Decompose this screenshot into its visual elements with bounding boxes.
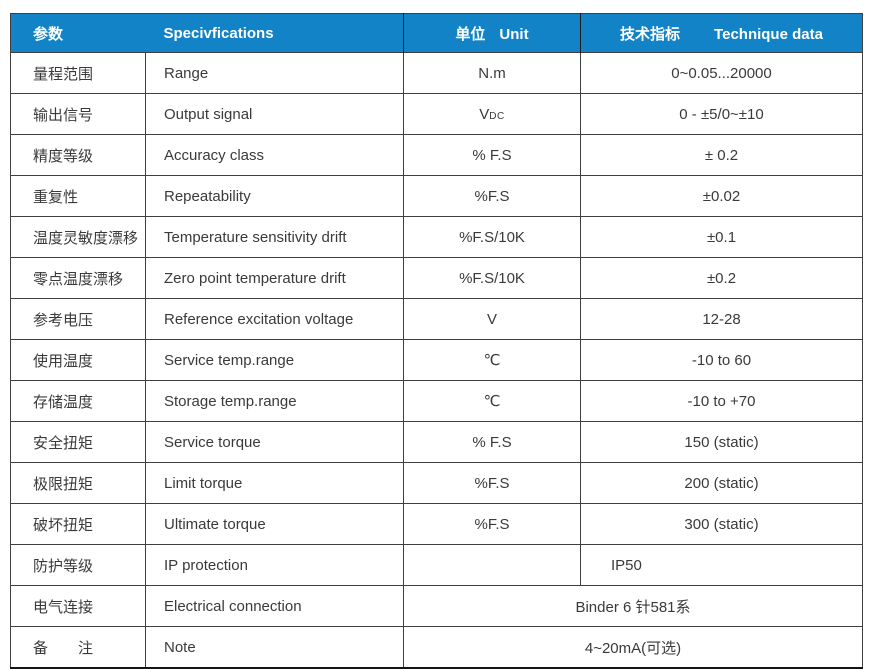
unit-cell: %F.S/10K bbox=[403, 216, 581, 258]
spec-table-body: 量程范围 Range N.m 0~0.05...20000 输出信号 Output sig… bbox=[10, 52, 863, 669]
header-col-1: Specivfications bbox=[145, 13, 404, 53]
unit-cell: V bbox=[403, 298, 581, 340]
table-row: 输出信号 Output signal VDC 0 - ±5/0~±10 bbox=[10, 93, 863, 135]
value-cell: 12-28 bbox=[580, 298, 863, 340]
spec-cell: IP protection bbox=[145, 544, 404, 586]
param-cell: 输出信号 bbox=[10, 93, 146, 135]
spec-cell: Accuracy class bbox=[145, 134, 404, 176]
header-label-en: Unit bbox=[499, 25, 529, 43]
value-cell: 0~0.05...20000 bbox=[580, 52, 863, 94]
spec-cell: Electrical connection bbox=[145, 585, 404, 627]
unit-cell: VDC bbox=[403, 93, 581, 135]
unit-cell: %F.S bbox=[403, 503, 581, 545]
table-row: 参考电压 Reference excitation voltage V 12-28 bbox=[10, 298, 863, 340]
spec-cell: Storage temp.range bbox=[145, 380, 404, 422]
value-cell: -10 to 60 bbox=[580, 339, 863, 381]
table-row: 精度等级 Accuracy class% F.S ± 0.2 bbox=[10, 134, 863, 176]
param-cell: 防护等级 bbox=[10, 544, 146, 586]
param-cell: 零点温度漂移 bbox=[10, 257, 146, 299]
unit-cell: %F.S/10K bbox=[403, 257, 581, 299]
param-cell: 量程范围 bbox=[10, 52, 146, 94]
value-cell: ±0.2 bbox=[580, 257, 863, 299]
spec-table: 参数 Specivfications 单位 Unit 技术指标 Technique dat… bbox=[10, 13, 863, 669]
unit-cell: % F.S bbox=[403, 421, 581, 463]
table-row: 存储温度 Storage temp.range ℃ -10 to +70 bbox=[10, 380, 863, 422]
header-label-zh: 参数 bbox=[33, 25, 64, 43]
unit-cell: ℃ bbox=[403, 380, 581, 422]
value-cell: ±0.1 bbox=[580, 216, 863, 258]
value-cell: 300 (static) bbox=[580, 503, 863, 545]
param-cell: 温度灵敏度漂移 bbox=[10, 216, 146, 258]
param-cell: 破坏扭矩 bbox=[10, 503, 146, 545]
spec-cell: Temperature sensitivity drift bbox=[145, 216, 404, 258]
unit-cell: ℃ bbox=[403, 339, 581, 381]
param-cell: 参考电压 bbox=[10, 298, 146, 340]
table-row: 温度灵敏度漂移 Temperature sensitivity drift %F.S… bbox=[10, 216, 863, 258]
spec-cell: Range bbox=[145, 52, 404, 94]
spec-cell: Repeatability bbox=[145, 175, 404, 217]
param-cell: 重复性 bbox=[10, 175, 146, 217]
table-row: 防护等级 IP protection IP50 bbox=[10, 544, 863, 586]
table-row: 重复性 Repeatability %F.S ±0.02 bbox=[10, 175, 863, 217]
spec-cell: Zero point temperature drift bbox=[145, 257, 404, 299]
spec-cell: Service temp.range bbox=[145, 339, 404, 381]
value-cell: ± 0.2 bbox=[580, 134, 863, 176]
spec-cell: Note bbox=[145, 626, 404, 669]
table-row: 破坏扭矩 Ultimate torque %F.S 300 (static) bbox=[10, 503, 863, 545]
unit-cell bbox=[403, 544, 581, 586]
spec-cell: Ultimate torque bbox=[145, 503, 404, 545]
table-row: 零点温度漂移 Zero point temperature drift %F.S/1… bbox=[10, 257, 863, 299]
merged-value-cell: 4~20mA(可选) bbox=[403, 626, 863, 669]
value-cell: 150 (static) bbox=[580, 421, 863, 463]
header-label-en: Specivfications bbox=[163, 24, 274, 42]
param-cell: 电气连接 bbox=[10, 585, 146, 627]
table-row: 电气连接 Electrical connection Binder 6 针581系 bbox=[10, 585, 863, 627]
header-col-3: 技术指标 Technique data bbox=[580, 13, 863, 53]
merged-value-cell: Binder 6 针581系 bbox=[403, 585, 863, 627]
header-label-zh: 单位 bbox=[455, 25, 486, 43]
param-cell: 精度等级 bbox=[10, 134, 146, 176]
param-cell: 安全扭矩 bbox=[10, 421, 146, 463]
table-row: 使用温度 Service temp.range ℃ -10 to 60 bbox=[10, 339, 863, 381]
table-row: 量程范围 Range N.m 0~0.05...20000 bbox=[10, 52, 863, 94]
spec-cell: Service torque bbox=[145, 421, 404, 463]
spec-cell: Reference excitation voltage bbox=[145, 298, 404, 340]
header-label-en: Technique data bbox=[714, 25, 823, 43]
value-cell: -10 to +70 bbox=[580, 380, 863, 422]
param-cell: 使用温度 bbox=[10, 339, 146, 381]
unit-cell: N.m bbox=[403, 52, 581, 94]
header-col-2: 单位 Unit bbox=[403, 13, 581, 53]
value-cell: 0 - ±5/0~±10 bbox=[580, 93, 863, 135]
table-row: 安全扭矩 Service torque% F.S 150 (static) bbox=[10, 421, 863, 463]
spec-table-header: 参数 Specivfications 单位 Unit 技术指标 Technique dat… bbox=[10, 13, 863, 53]
value-cell: ±0.02 bbox=[580, 175, 863, 217]
unit-cell: %F.S bbox=[403, 462, 581, 504]
table-row: 备 注 Note 4~20mA(可选) bbox=[10, 626, 863, 669]
header-col-0: 参数 bbox=[10, 13, 146, 53]
unit-cell: % F.S bbox=[403, 134, 581, 176]
param-cell: 备 注 bbox=[10, 626, 146, 669]
unit-subscript: DC bbox=[489, 110, 505, 122]
table-row: 极限扭矩 Limit torque %F.S 200 (static) bbox=[10, 462, 863, 504]
spec-cell: Output signal bbox=[145, 93, 404, 135]
value-cell: IP50 bbox=[580, 544, 863, 586]
header-label-zh: 技术指标 bbox=[620, 25, 681, 43]
header-row: 参数 Specivfications 单位 Unit 技术指标 Technique dat… bbox=[10, 13, 863, 53]
param-cell: 存储温度 bbox=[10, 380, 146, 422]
unit-cell: %F.S bbox=[403, 175, 581, 217]
param-cell: 极限扭矩 bbox=[10, 462, 146, 504]
spec-cell: Limit torque bbox=[145, 462, 404, 504]
value-cell: 200 (static) bbox=[580, 462, 863, 504]
